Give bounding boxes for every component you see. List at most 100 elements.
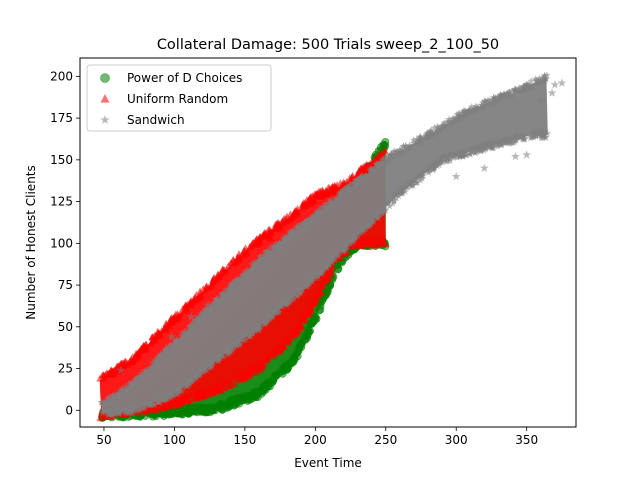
data-point: [490, 137, 498, 145]
data-point: [236, 275, 245, 283]
data-point: [218, 351, 226, 360]
data-point: [489, 143, 498, 151]
data-point: [494, 140, 502, 149]
data-point: [254, 259, 262, 267]
y-axis-label: Number of Honest Clients: [24, 165, 38, 320]
data-point: [269, 348, 278, 356]
data-point: [243, 397, 252, 405]
data-point: [376, 237, 384, 245]
data-point: [183, 300, 192, 308]
data-point: [528, 133, 536, 141]
data-point: [401, 187, 409, 195]
data-point: [373, 160, 381, 168]
data-point: [213, 298, 222, 306]
data-point: [296, 220, 305, 228]
data-point: [148, 358, 157, 366]
data-points: [96, 71, 567, 422]
x-tick-label: 50: [96, 433, 111, 447]
data-point: [495, 94, 503, 102]
data-point: [210, 300, 218, 308]
data-point: [109, 409, 118, 417]
x-tick-label: 250: [374, 433, 397, 447]
data-point: [268, 307, 277, 315]
data-point: [535, 74, 544, 82]
data-point: [131, 375, 140, 383]
data-point: [202, 361, 211, 369]
data-point: [225, 397, 234, 405]
data-point: [289, 353, 298, 362]
data-point: [372, 163, 380, 171]
data-point: [221, 286, 230, 294]
data-point: [145, 405, 154, 413]
data-point: [300, 313, 308, 321]
data-point: [227, 281, 235, 289]
data-point: [503, 91, 511, 99]
data-point: [150, 400, 159, 408]
data-point: [260, 231, 269, 239]
data-point: [409, 181, 417, 189]
data-point: [231, 276, 240, 284]
data-point: [418, 172, 427, 180]
data-point: [109, 370, 118, 378]
data-point: [283, 301, 291, 309]
data-point: [334, 195, 343, 203]
data-point: [142, 399, 151, 407]
data-point: [132, 380, 140, 388]
data-point: [145, 401, 153, 409]
data-point: [289, 230, 297, 238]
data-point: [349, 185, 357, 193]
data-point: [380, 146, 388, 154]
data-point: [358, 164, 367, 172]
data-point: [104, 369, 112, 377]
data-point: [134, 348, 142, 356]
data-point: [248, 328, 256, 336]
data-point: [195, 314, 204, 322]
data-point: [392, 194, 401, 202]
data-point: [186, 312, 196, 321]
data-point: [162, 395, 170, 403]
data-point: [105, 398, 114, 406]
data-point: [275, 343, 283, 351]
data-point: [494, 137, 503, 145]
data-point: [409, 139, 417, 147]
data-point: [356, 228, 364, 236]
data-point: [191, 293, 199, 301]
data-point: [101, 399, 109, 407]
data-point: [335, 247, 343, 255]
data-point: [175, 337, 184, 345]
data-point: [530, 128, 539, 136]
data-point: [431, 129, 439, 137]
data-point: [221, 347, 229, 355]
x-tick-label: 200: [304, 433, 327, 447]
data-point: [162, 346, 171, 354]
data-point: [486, 141, 494, 149]
data-point: [532, 131, 540, 139]
data-point: [481, 97, 489, 105]
data-point: [448, 149, 456, 157]
data-point: [161, 323, 170, 331]
data-point: [264, 250, 273, 259]
data-point: [480, 163, 489, 172]
data-point: [168, 316, 176, 324]
data-point: [311, 296, 319, 304]
data-point: [344, 183, 352, 191]
data-point: [153, 398, 161, 406]
data-point: [231, 259, 239, 267]
data-point: [205, 308, 213, 316]
data-point: [306, 309, 314, 317]
legend-label: Power of D Choices: [127, 71, 242, 85]
data-point: [104, 411, 113, 419]
legend-item: Power of D Choices: [100, 71, 242, 85]
data-point: [453, 110, 461, 118]
data-point: [292, 327, 300, 335]
data-point: [331, 197, 339, 206]
data-point: [453, 113, 462, 121]
data-point: [116, 365, 126, 374]
data-point: [430, 160, 438, 168]
data-point: [269, 375, 278, 384]
data-point: [261, 248, 269, 256]
data-point: [146, 363, 154, 371]
data-point: [393, 150, 402, 158]
data-point: [409, 136, 418, 144]
